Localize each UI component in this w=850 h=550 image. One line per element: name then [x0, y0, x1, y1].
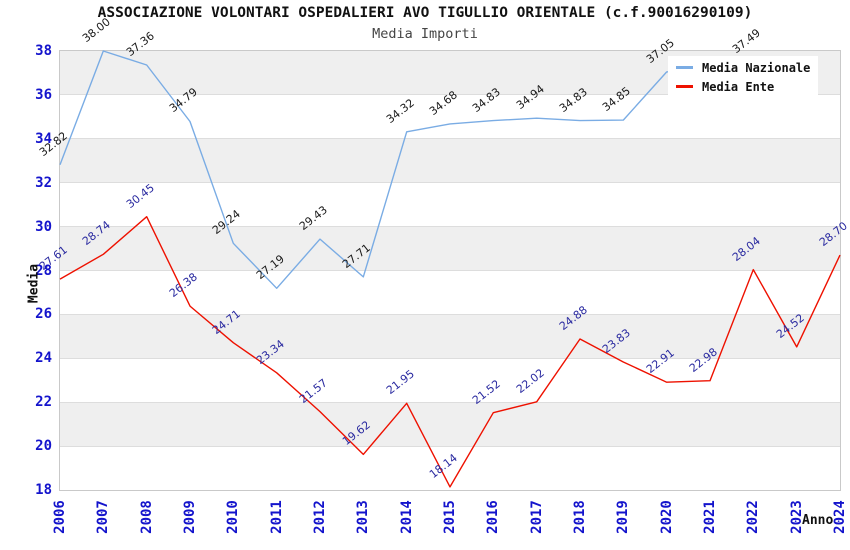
x-tick-label: 2010 [225, 500, 242, 534]
gridline [60, 182, 840, 184]
y-axis-title: Media [26, 263, 42, 304]
x-tick-label: 2024 [832, 500, 848, 534]
y-tick-label: 34 [35, 130, 52, 147]
gridline [60, 401, 840, 403]
x-tick-label: 2011 [268, 500, 285, 534]
series-line-media-nazionale [59, 50, 754, 290]
legend-line-swatch-red [676, 85, 693, 88]
y-tick-label: 26 [35, 306, 52, 323]
plot-band [60, 138, 840, 183]
plot-band [60, 314, 840, 359]
y-tick-label: 30 [35, 218, 52, 235]
x-tick-label: 2006 [52, 500, 68, 534]
series-lines [59, 50, 841, 488]
y-tick-label: 36 [35, 86, 52, 103]
plot-band [60, 226, 840, 271]
x-tick-label: 2022 [745, 500, 762, 534]
plot-area: 32.82 38.00 37.36 34.79 29.24 27.19 29.43 27.71… [35, 15, 850, 533]
y-tick-label: 20 [35, 438, 52, 455]
x-tick-label: 2007 [95, 500, 112, 534]
y-tick-label: 32 [35, 174, 52, 191]
x-tick-label: 2012 [312, 500, 328, 534]
plot-band [60, 402, 840, 447]
x-tick-label: 2019 [615, 500, 632, 534]
gridline [60, 94, 840, 96]
y-tick-label: 22 [35, 394, 52, 411]
x-tick-label: 2008 [138, 500, 155, 534]
x-tick-label: 2018 [572, 500, 588, 534]
legend-item-nazionale: Media Nazionale [676, 58, 818, 77]
legend: Media Nazionale Media Ente [668, 56, 818, 98]
x-tick-label: 2021 [702, 500, 718, 534]
chart-subtitle: Media Importi [372, 26, 478, 42]
legend-label: Media Nazionale [702, 60, 811, 75]
x-tick-label: 2015 [442, 500, 458, 534]
legend-label: Media Ente [702, 79, 775, 94]
legend-item-ente: Media Ente [676, 77, 818, 96]
x-tick-label: 2016 [485, 500, 502, 534]
y-tick-label: 28 [35, 262, 52, 279]
series-line-media-ente [59, 215, 841, 488]
legend-line-swatch-blue [676, 66, 693, 69]
gridline [60, 357, 840, 359]
y-tick-label: 24 [35, 350, 52, 367]
y-tick-label: 38 [35, 43, 52, 59]
gridline [60, 270, 840, 271]
y-tick-label: 18 [35, 482, 52, 498]
x-tick-label: 2014 [398, 500, 415, 534]
gridline [60, 313, 840, 315]
chart-title: ASSOCIAZIONE VOLONTARI OSPEDALIERI AVO T… [97, 5, 753, 21]
x-tick-label: 2017 [528, 500, 545, 534]
gridline [60, 226, 840, 228]
x-tick-label: 2020 [658, 500, 675, 534]
gridline [60, 138, 840, 140]
x-tick-label: 2009 [182, 500, 198, 534]
gridline [60, 445, 840, 447]
x-axis-title: Anno [802, 513, 834, 528]
x-tick-label: 2013 [355, 500, 372, 534]
